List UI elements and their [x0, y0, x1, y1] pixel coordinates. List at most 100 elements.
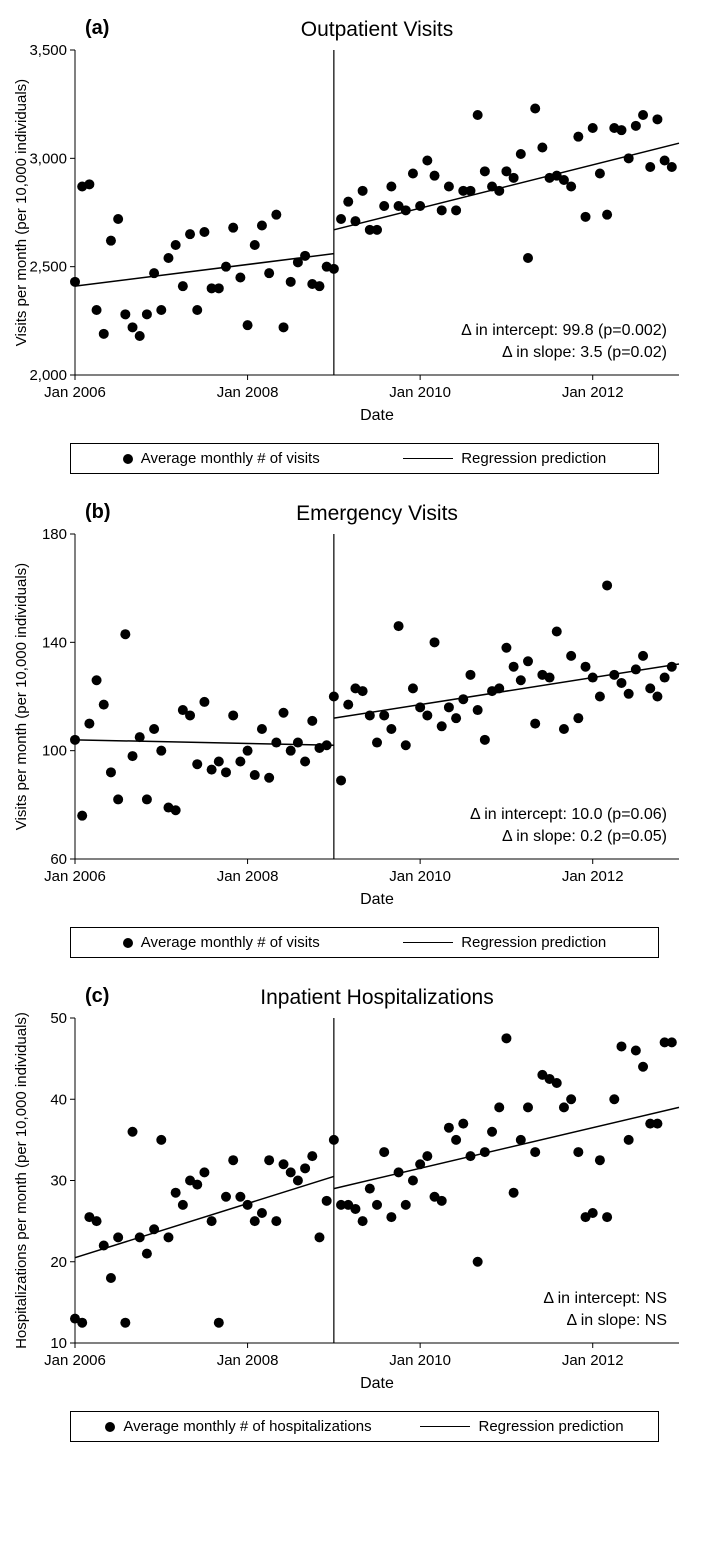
data-point — [286, 277, 296, 287]
data-point — [171, 1188, 181, 1198]
data-point — [408, 169, 418, 179]
y-axis-label: Visits per month (per 10,000 individuals… — [13, 563, 30, 830]
data-point — [430, 171, 440, 181]
chart-panel: 1020304050Jan 2006Jan 2008Jan 2010Jan 20… — [10, 978, 699, 1442]
data-point — [415, 702, 425, 712]
data-point — [444, 182, 454, 192]
data-point — [77, 811, 87, 821]
x-tick-label: Jan 2012 — [562, 384, 624, 401]
data-point — [566, 182, 576, 192]
data-point — [415, 201, 425, 211]
data-point — [523, 253, 533, 263]
annotation-text: Δ in slope: 0.2 (p=0.05) — [502, 828, 667, 845]
data-point — [92, 675, 102, 685]
data-point — [293, 1176, 303, 1186]
panel-letter: (b) — [85, 501, 111, 523]
data-point — [545, 673, 555, 683]
x-axis-label: Date — [360, 1375, 394, 1392]
y-tick-label: 30 — [50, 1173, 67, 1190]
data-point — [142, 794, 152, 804]
data-point — [379, 201, 389, 211]
data-point — [135, 1232, 145, 1242]
data-point — [394, 621, 404, 631]
data-point — [336, 775, 346, 785]
data-point — [358, 186, 368, 196]
data-point — [631, 121, 641, 131]
data-point — [401, 1200, 411, 1210]
data-point — [401, 740, 411, 750]
data-point — [207, 1216, 217, 1226]
data-point — [372, 225, 382, 235]
line-icon — [403, 942, 453, 944]
panel-letter: (a) — [85, 17, 109, 39]
y-tick-label: 50 — [50, 1010, 67, 1027]
data-point — [207, 765, 217, 775]
data-point — [624, 153, 634, 163]
data-point — [465, 670, 475, 680]
data-point — [199, 1167, 209, 1177]
data-point — [494, 186, 504, 196]
data-point — [300, 757, 310, 767]
data-point — [645, 683, 655, 693]
data-point — [408, 683, 418, 693]
data-point — [92, 305, 102, 315]
y-tick-label: 180 — [42, 526, 67, 543]
data-point — [516, 149, 526, 159]
y-tick-label: 60 — [50, 851, 67, 868]
y-axis-label: Hospitalizations per month (per 10,000 i… — [13, 1012, 30, 1349]
data-point — [573, 1147, 583, 1157]
data-point — [437, 1196, 447, 1206]
data-point — [149, 268, 159, 278]
chart-svg: 1020304050Jan 2006Jan 2008Jan 2010Jan 20… — [10, 978, 699, 1398]
y-tick-label: 10 — [50, 1335, 67, 1352]
data-point — [99, 700, 109, 710]
line-icon — [403, 458, 453, 460]
data-point — [300, 251, 310, 261]
data-point — [408, 1176, 418, 1186]
data-point — [235, 1192, 245, 1202]
data-point — [279, 708, 289, 718]
data-point — [178, 1200, 188, 1210]
y-tick-label: 20 — [50, 1254, 67, 1271]
legend-item-points: Average monthly # of hospitalizations — [105, 1418, 371, 1435]
data-point — [437, 721, 447, 731]
data-point — [192, 305, 202, 315]
annotation-text: Δ in intercept: 10.0 (p=0.06) — [470, 806, 667, 823]
data-point — [128, 751, 138, 761]
data-point — [279, 322, 289, 332]
data-point — [92, 1216, 102, 1226]
data-point — [465, 186, 475, 196]
data-point — [214, 283, 224, 293]
data-point — [667, 662, 677, 672]
x-tick-label: Jan 2006 — [44, 1352, 106, 1369]
annotation-text: Δ in slope: NS — [566, 1312, 667, 1329]
data-point — [329, 264, 339, 274]
data-point — [509, 1188, 519, 1198]
data-point — [501, 643, 511, 653]
data-point — [314, 1232, 324, 1242]
data-point — [501, 1033, 511, 1043]
data-point — [415, 1159, 425, 1169]
data-point — [638, 1062, 648, 1072]
data-point — [135, 331, 145, 341]
x-axis-label: Date — [360, 891, 394, 908]
data-point — [372, 1200, 382, 1210]
data-point — [221, 767, 231, 777]
data-point — [120, 1318, 130, 1328]
y-tick-label: 2,000 — [29, 367, 67, 384]
dot-icon — [123, 454, 133, 464]
data-point — [156, 1135, 166, 1145]
data-point — [652, 692, 662, 702]
data-point — [609, 1094, 619, 1104]
y-tick-label: 40 — [50, 1091, 67, 1108]
legend-point-label: Average monthly # of visits — [141, 934, 320, 951]
data-point — [523, 656, 533, 666]
data-point — [271, 210, 281, 220]
y-tick-label: 3,000 — [29, 150, 67, 167]
data-point — [243, 746, 253, 756]
regression-line — [75, 1176, 334, 1257]
data-point — [149, 1224, 159, 1234]
data-point — [573, 713, 583, 723]
data-point — [559, 724, 569, 734]
x-tick-label: Jan 2010 — [389, 1352, 451, 1369]
